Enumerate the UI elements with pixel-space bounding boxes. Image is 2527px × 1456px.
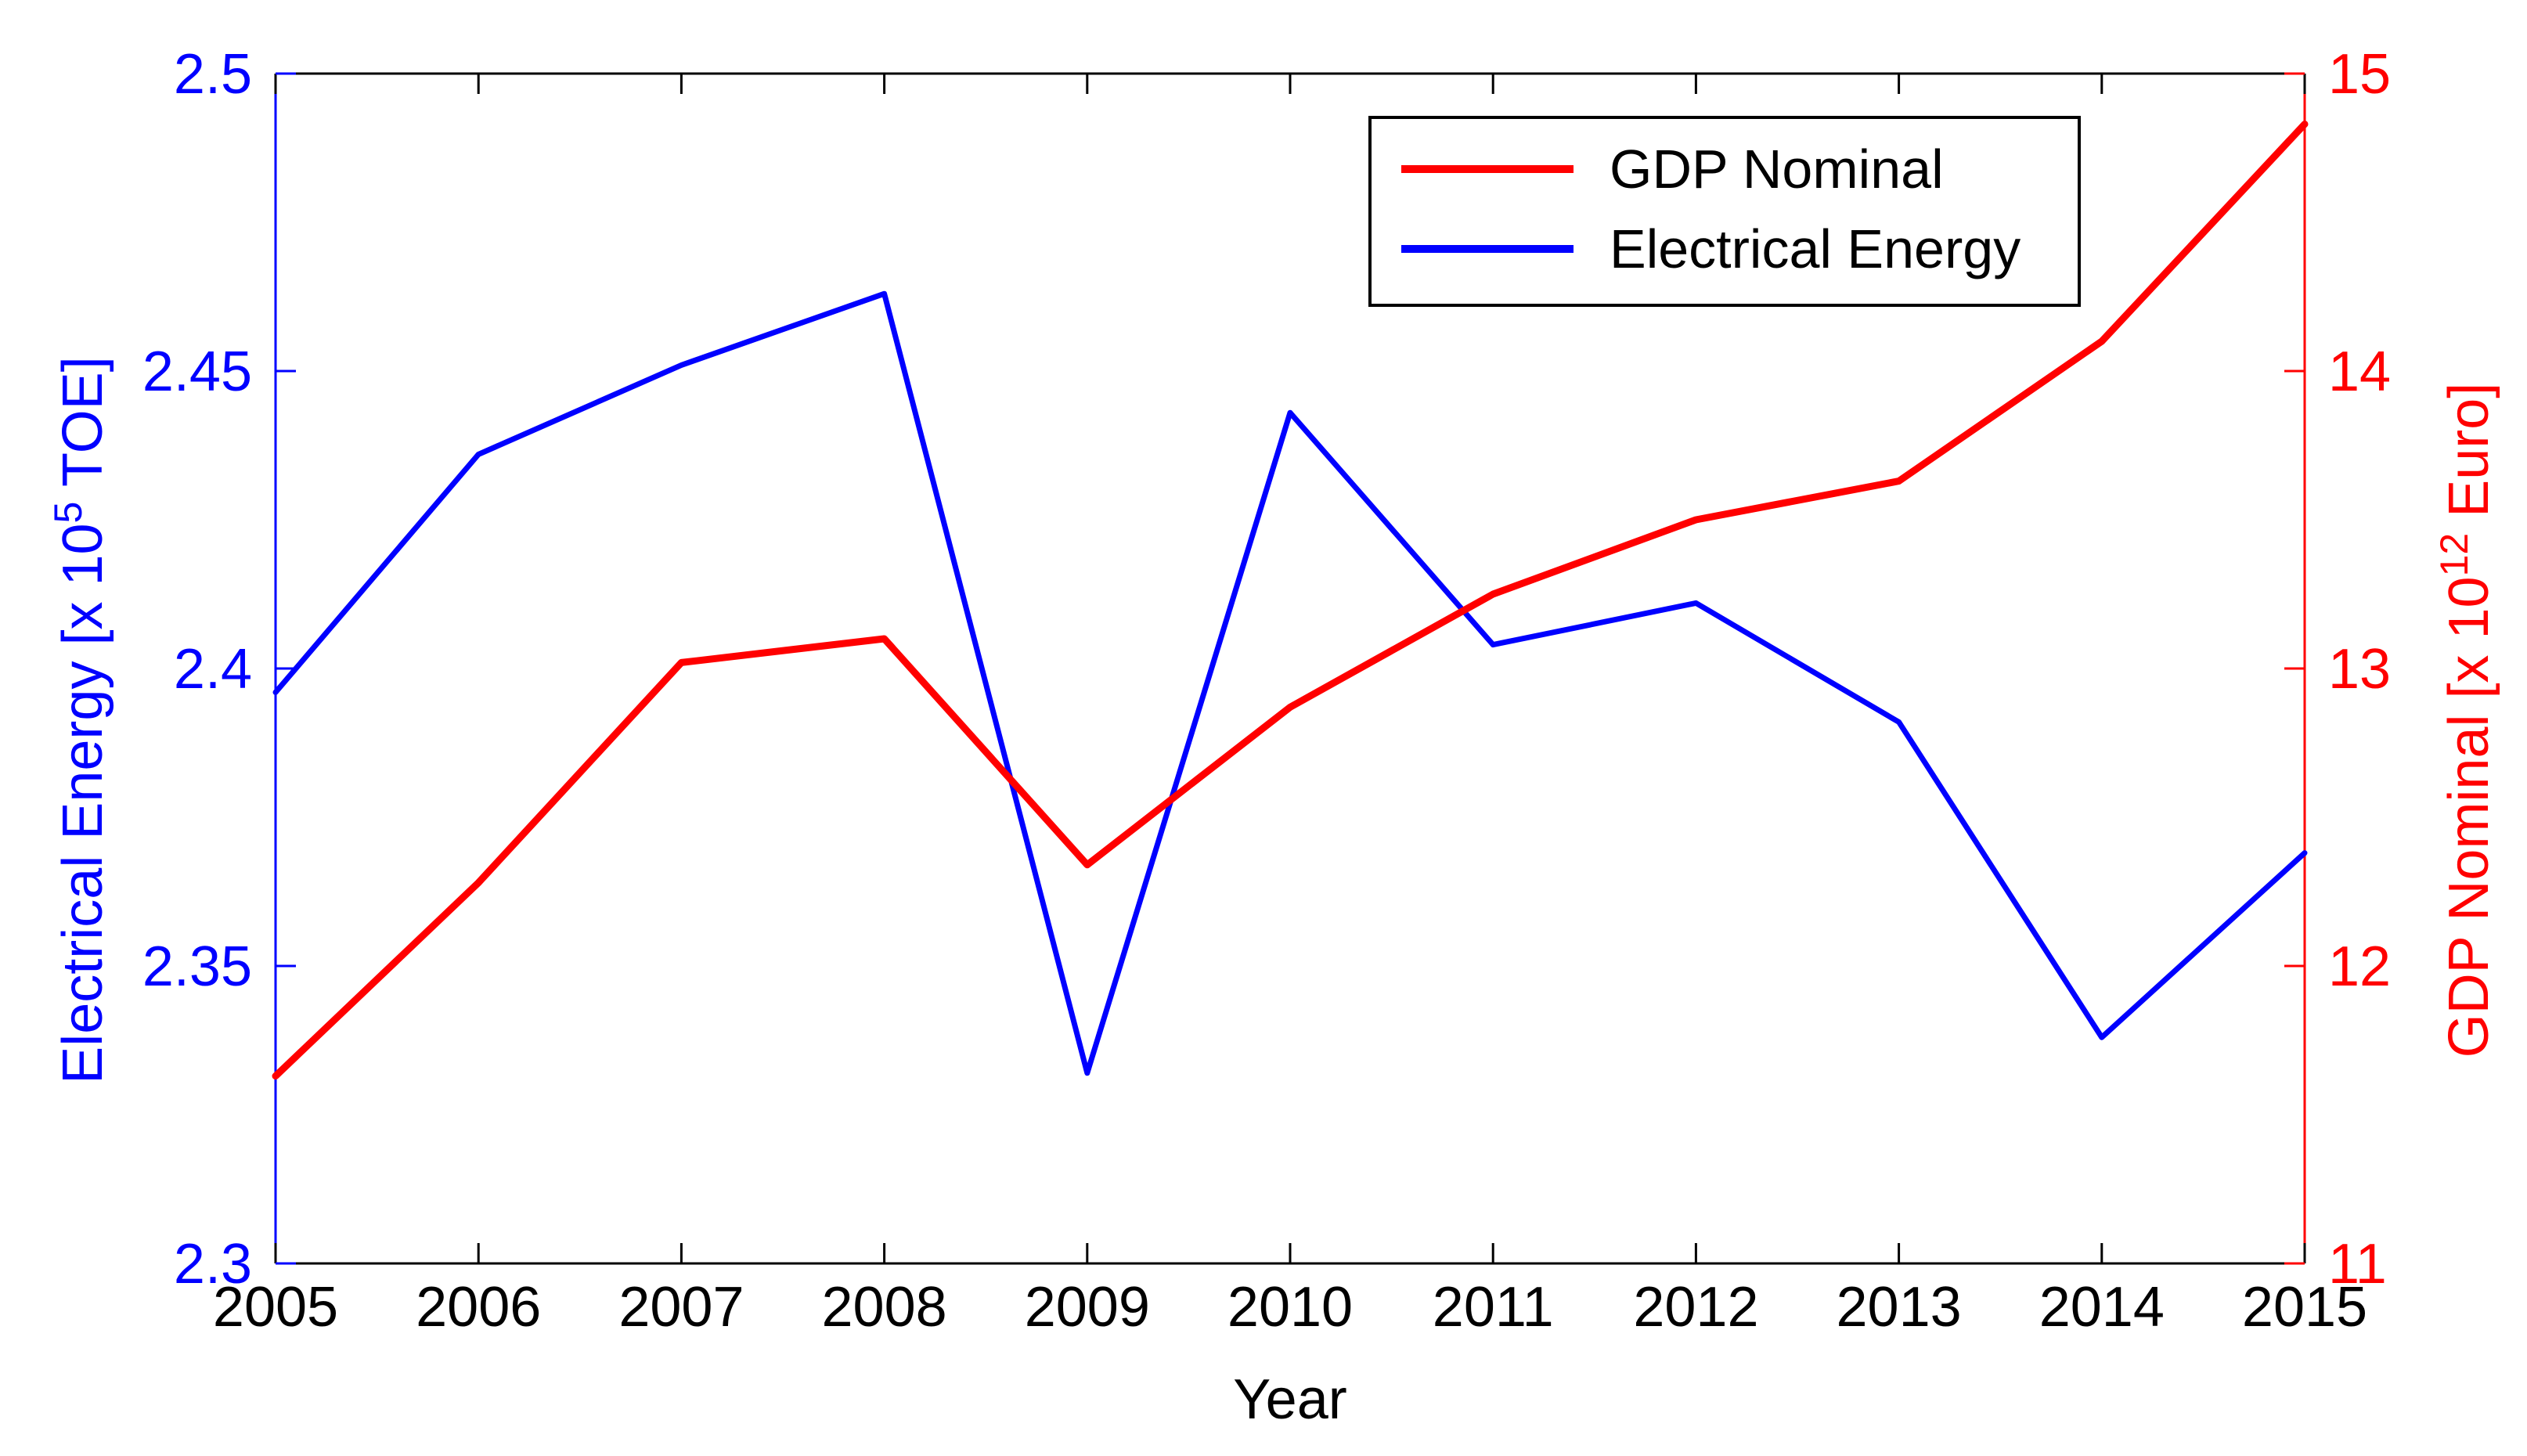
y-left-tick-label: 2.3 (174, 1233, 252, 1296)
legend: GDP Nominal Electrical Energy (1368, 116, 2081, 307)
y-right-tick-label: 12 (2328, 935, 2391, 998)
data-point-gdp-nominal (478, 881, 480, 884)
data-point-electrical-energy (275, 691, 276, 694)
legend-label-electrical-energy: Electrical Energy (1610, 218, 2021, 279)
data-point-electrical-energy (1492, 643, 1494, 646)
data-point-electrical-energy (1289, 412, 1291, 414)
data-point-gdp-nominal (1492, 593, 1494, 595)
data-point-electrical-energy (2304, 852, 2305, 854)
data-point-electrical-energy (478, 453, 480, 456)
x-tick-label: 2009 (1025, 1276, 1150, 1339)
x-tick-label: 2015 (2242, 1276, 2367, 1339)
data-point-electrical-energy (883, 293, 885, 295)
data-point-electrical-energy (2100, 1036, 2103, 1039)
y-axis-right-label-main: GDP Nominal [x 10 (2438, 576, 2500, 1058)
data-point-gdp-nominal (1695, 519, 1697, 521)
x-tick-label: 2010 (1227, 1276, 1353, 1339)
data-point-gdp-nominal (680, 661, 683, 664)
y-right-tick-label: 13 (2328, 638, 2391, 701)
data-point-electrical-energy (1086, 1072, 1088, 1074)
series-layer (272, 121, 2309, 1080)
legend-box (1368, 116, 2081, 307)
x-tick-label: 2013 (1837, 1276, 1962, 1339)
y-right-tick-label: 15 (2328, 43, 2391, 106)
data-point-gdp-nominal (2100, 341, 2103, 342)
y-axis-right-label: GDP Nominal [x 1012 Euro] (2432, 383, 2500, 1058)
data-point-electrical-energy (1695, 602, 1697, 604)
y-left-tick-label: 2.45 (142, 341, 252, 403)
ticks-layer: 2005 2006 2007 2008 2009 2010 2011 2012 2013 2014… (142, 43, 2391, 1339)
y-left-tick-label: 2.5 (174, 43, 252, 106)
legend-label-gdp-nominal: GDP Nominal (1610, 139, 1944, 200)
data-point-electrical-energy (680, 364, 683, 366)
x-tick-label: 2012 (1633, 1276, 1758, 1339)
data-point-gdp-nominal (2304, 123, 2305, 125)
data-point-gdp-nominal (1086, 863, 1088, 866)
y-axis-left-label-superscript: 5 (46, 502, 90, 524)
data-point-gdp-nominal (1898, 480, 1900, 482)
y-axis-left-label-end: TOE] (52, 356, 114, 501)
y-axis-left-label: Electrical Energy [x 105 TOE] (46, 356, 114, 1084)
data-point-gdp-nominal (1289, 706, 1291, 708)
x-tick-label: 2008 (822, 1276, 947, 1339)
y-axis-right-label-superscript: 12 (2432, 533, 2476, 577)
y-left-tick-label: 2.4 (174, 638, 252, 701)
data-point-gdp-nominal (883, 638, 885, 640)
y-left-tick-label: 2.35 (142, 935, 252, 998)
x-tick-label: 2011 (1433, 1276, 1554, 1339)
y-right-tick-label: 11 (2328, 1233, 2387, 1296)
x-tick-label: 2006 (416, 1276, 541, 1339)
y-axis-left-label-main: Electrical Energy [x 10 (52, 523, 114, 1083)
x-tick-label: 2007 (618, 1276, 744, 1339)
data-point-gdp-nominal (275, 1075, 276, 1077)
x-tick-label: 2014 (2039, 1276, 2165, 1339)
x-axis-label: Year (1233, 1368, 1346, 1431)
x-tick-label: 2005 (213, 1276, 338, 1339)
data-point-electrical-energy (1898, 721, 1900, 723)
y-right-tick-label: 14 (2328, 341, 2391, 403)
y-axis-right-label-end: Euro] (2438, 383, 2500, 533)
